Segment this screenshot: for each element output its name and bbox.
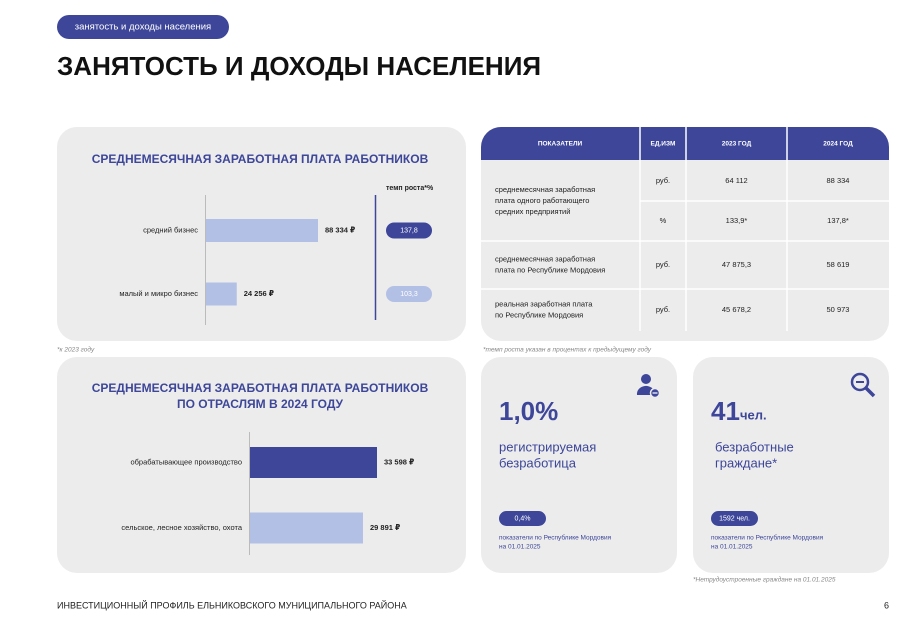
- table-cell: руб.: [656, 260, 670, 269]
- search-icon: [850, 372, 876, 398]
- person-icon: [636, 374, 661, 399]
- value-label: 88 334 ₽: [325, 225, 355, 234]
- table-header: ПОКАЗАТЕЛИ: [538, 141, 583, 148]
- page-title: ЗАНЯТОСТЬ И ДОХОДЫ НАСЕЛЕНИЯ: [57, 51, 541, 81]
- table-cell: 133,9*: [726, 216, 748, 225]
- bar-group: обрабатывающее производство 33 598 ₽ сельс…: [121, 447, 414, 544]
- table-cell: 45 678,2: [722, 305, 751, 314]
- bar: [250, 512, 363, 544]
- growth-title: темп роста*%: [386, 185, 434, 192]
- table-cell: %: [660, 216, 667, 225]
- bar-group: средний бизнес 88 334 ₽ 137,8 малый и микро…: [119, 219, 432, 306]
- page-number: 6: [884, 600, 889, 610]
- tag-pill: [57, 15, 229, 39]
- value-label: 33 598 ₽: [384, 457, 414, 466]
- bar: [206, 219, 318, 242]
- footnote: *Нетрудоустроенные граждане на 01.01.202…: [693, 576, 836, 584]
- row-label: средних предприятий: [495, 207, 570, 216]
- table-cell: 88 334: [827, 176, 850, 185]
- tag: занятость и доходы населения: [75, 22, 211, 33]
- metric-value: 41: [711, 396, 740, 426]
- card-title: ПО ОТРАСЛЯМ В 2024 ГОДУ: [177, 397, 344, 411]
- growth-pill: [386, 222, 432, 239]
- footer: ИНВЕСТИЦИОННЫЙ ПРОФИЛЬ ЕЛЬНИКОВСКОГО МУН…: [57, 599, 407, 610]
- table-cell: 64 112: [725, 176, 747, 185]
- bar: [250, 447, 377, 478]
- row-label: среднемесячная заработная: [495, 185, 595, 194]
- table-header: 2024 ГОД: [823, 141, 853, 148]
- note: на 01.01.2025: [711, 544, 753, 551]
- table-header: 2023 ГОД: [722, 141, 752, 148]
- table-cell: 50 973: [827, 305, 850, 314]
- table-cell: 47 875,3: [722, 260, 751, 269]
- value-label: 29 891 ₽: [370, 523, 400, 532]
- table-cell: руб.: [656, 176, 670, 185]
- row-label: плата по Республике Мордовия: [495, 265, 605, 274]
- pill: [711, 511, 758, 526]
- note: на 01.01.2025: [499, 544, 541, 551]
- row-label: плата одного работающего: [495, 196, 589, 205]
- footnote: *к 2023 году: [57, 346, 95, 354]
- metric-label: регистрируемая: [499, 439, 596, 454]
- metric-value: 1,0%: [499, 396, 558, 426]
- bar: [206, 282, 237, 306]
- note: показатели по Республике Мордовия: [711, 534, 824, 542]
- table-cell: 137,8*: [827, 216, 849, 225]
- table-cell: 58 619: [827, 260, 850, 269]
- metric-label: безработные: [715, 439, 794, 454]
- note: показатели по Республике Мордовия: [499, 534, 612, 542]
- category-label: малый и микро бизнес: [119, 289, 198, 298]
- region-value: 0,4%: [515, 515, 531, 522]
- metric-unit: чел.: [740, 407, 767, 422]
- table: ПОКАЗАТЕЛИ ЕД.ИЗМ 2023 ГОД 2024 ГОД среднеме…: [481, 127, 889, 331]
- value-label: 24 256 ₽: [244, 289, 274, 298]
- row-label: реальная заработная плата: [495, 299, 593, 308]
- table-cell: руб.: [656, 305, 670, 314]
- category-label: сельское, лесное хозяйство, охота: [121, 523, 242, 532]
- growth-value: 137,8: [400, 227, 418, 234]
- metric-label: безработица: [499, 455, 577, 470]
- category-label: обрабатывающее производство: [130, 457, 242, 466]
- card-title: СРЕДНЕМЕСЯЧНАЯ ЗАРАБОТНАЯ ПЛАТА РАБОТНИК…: [92, 152, 429, 166]
- growth-pill: [386, 286, 432, 302]
- growth-value: 103,3: [400, 291, 418, 298]
- region-value: 1592 чел.: [719, 515, 750, 522]
- row-label: среднемесячная заработная: [495, 254, 595, 263]
- metric-label: граждане*: [715, 455, 777, 470]
- table-header: ЕД.ИЗМ: [651, 141, 676, 148]
- pill: [499, 511, 546, 526]
- card-title: СРЕДНЕМЕСЯЧНАЯ ЗАРАБОТНАЯ ПЛАТА РАБОТНИК…: [92, 381, 429, 395]
- row-label: по Республике Мордовия: [495, 310, 583, 319]
- footnote: *темп роста указан в процентах к предыду…: [483, 346, 652, 354]
- category-label: средний бизнес: [143, 225, 198, 234]
